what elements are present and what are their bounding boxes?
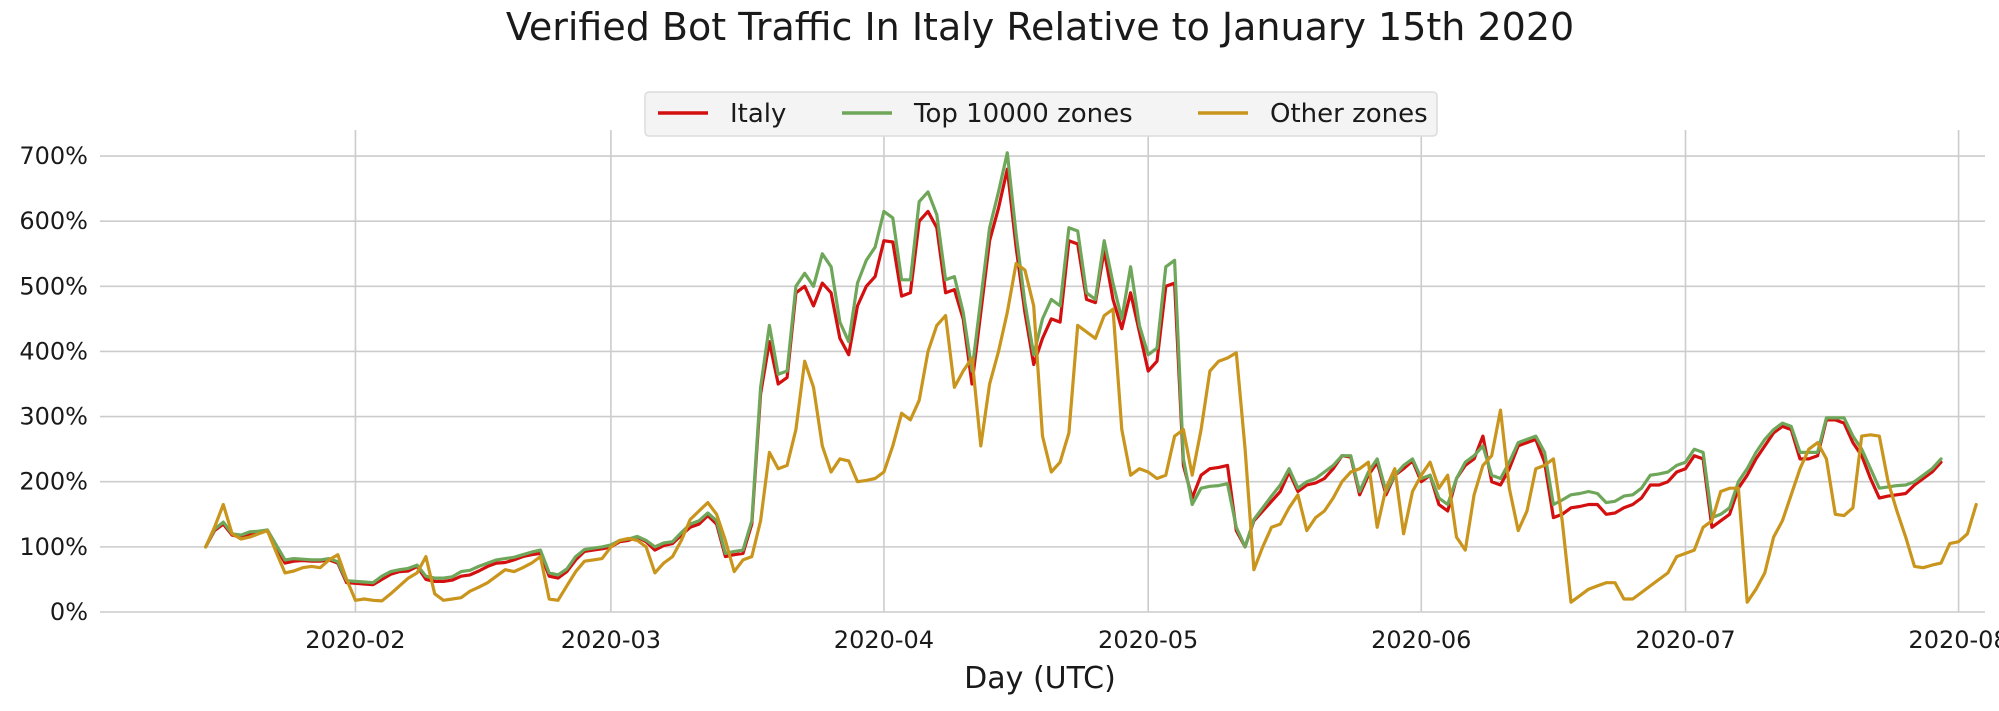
series-line-other-zones <box>204 261 1978 604</box>
series-lines <box>204 151 1978 604</box>
legend-label-italy: Italy <box>730 99 786 129</box>
legend-label-other-zones: Other zones <box>1270 99 1428 129</box>
x-axis-title: Day (UTC) <box>964 661 1116 696</box>
y-tick-label: 700% <box>19 142 88 170</box>
y-axis-ticks: 0% 100% 200% 300% 400% 500% 600% 700% <box>19 142 88 626</box>
x-tick-label: 2020-07 <box>1635 626 1735 654</box>
legend-label-top-10000-zones: Top 10000 zones <box>913 99 1133 129</box>
y-tick-label: 400% <box>19 337 88 365</box>
chart-title: Verified Bot Traffic In Italy Relative t… <box>506 5 1574 49</box>
legend-items: Italy Top 10000 zones Other zones <box>658 99 1428 129</box>
y-tick-label: 600% <box>19 207 88 235</box>
y-tick-label: 100% <box>19 533 88 561</box>
x-tick-label: 2020-05 <box>1098 626 1198 654</box>
y-tick-label: 500% <box>19 272 88 300</box>
series-line-top-10000-zones <box>204 151 1943 585</box>
x-tick-label: 2020-02 <box>305 626 405 654</box>
series-line-italy <box>204 167 1943 587</box>
y-tick-label: 300% <box>19 403 88 431</box>
x-tick-label: 2020-08 <box>1908 626 1999 654</box>
y-tick-label: 200% <box>19 468 88 496</box>
x-axis-ticks: 2020-02 2020-03 2020-04 2020-05 2020-06 2020-… <box>305 626 1999 654</box>
x-tick-label: 2020-06 <box>1371 626 1471 654</box>
legend-box <box>644 91 1438 137</box>
x-tick-label: 2020-03 <box>561 626 661 654</box>
gridlines <box>100 130 1985 613</box>
y-tick-label: 0% <box>50 598 88 626</box>
x-tick-label: 2020-04 <box>834 626 934 654</box>
legend: Italy Top 10000 zones Other zones <box>644 91 1438 137</box>
